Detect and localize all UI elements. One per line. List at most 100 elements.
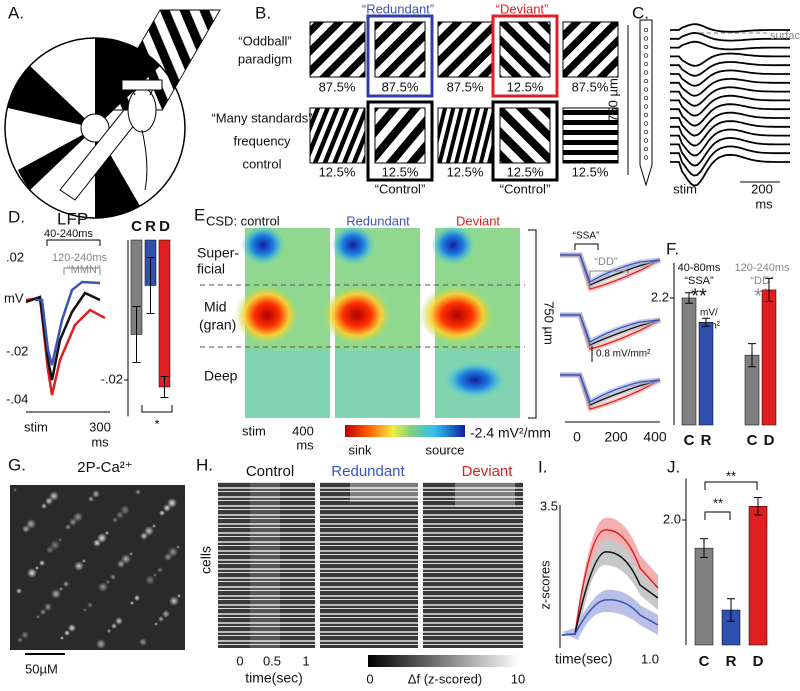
csd-trace bbox=[670, 69, 790, 87]
trace bbox=[560, 374, 661, 406]
y-label: -.02 bbox=[6, 343, 28, 358]
panel-label: C. bbox=[632, 3, 649, 22]
row-label: frequency bbox=[233, 133, 291, 148]
csd-trace bbox=[670, 136, 790, 167]
cell bbox=[144, 526, 154, 536]
cell bbox=[50, 540, 60, 550]
cell bbox=[152, 524, 156, 528]
cell bbox=[158, 616, 164, 622]
cell bbox=[64, 630, 70, 636]
cell bbox=[36, 615, 40, 619]
y-tick-label: -.02 bbox=[101, 371, 123, 386]
window-label: 40-80ms bbox=[678, 262, 721, 274]
cell bbox=[92, 490, 100, 498]
cell bbox=[39, 560, 45, 566]
panel-label: I. bbox=[538, 457, 547, 476]
unit-label: ms bbox=[296, 437, 314, 452]
category-label: C bbox=[131, 218, 142, 235]
csd-map-shade bbox=[335, 350, 420, 418]
csd-trace bbox=[670, 40, 790, 51]
x-tick-label: 1.0 bbox=[641, 651, 659, 666]
electrode bbox=[643, 61, 649, 67]
time-label: 200 bbox=[751, 181, 773, 196]
panel-label: D. bbox=[8, 207, 25, 226]
scale-label: 50µM bbox=[25, 661, 58, 676]
y-label: -.04 bbox=[6, 391, 28, 406]
colorbar-label: Δf (z-scored) bbox=[408, 671, 482, 686]
csd-trace bbox=[670, 111, 790, 137]
cell bbox=[96, 639, 106, 649]
csd-trace bbox=[670, 78, 790, 97]
cell bbox=[145, 575, 155, 585]
electrode bbox=[643, 155, 649, 160]
cell bbox=[157, 567, 163, 573]
cell bbox=[83, 608, 87, 612]
percent-label: 12.5% bbox=[507, 164, 544, 179]
electrode bbox=[643, 129, 649, 135]
trace bbox=[560, 374, 661, 403]
map-title: Redundant bbox=[346, 213, 410, 228]
stim-label: stim bbox=[242, 423, 266, 438]
time-label: 400 bbox=[292, 423, 314, 438]
panel-d: D. LFP 40-240ms 120-240ms “MMN” .02 mV -… bbox=[4, 207, 173, 449]
cell bbox=[35, 566, 39, 570]
csd-trace bbox=[670, 86, 790, 107]
sink-blob bbox=[322, 285, 392, 345]
panel-label: J. bbox=[667, 457, 680, 476]
category-label: D bbox=[159, 218, 170, 235]
colorbar-label: 0 bbox=[366, 671, 373, 686]
electrode bbox=[643, 53, 649, 58]
cell bbox=[176, 545, 180, 549]
bar bbox=[761, 289, 777, 426]
x-tick-label: 200 bbox=[604, 429, 628, 445]
panel-label: E. bbox=[194, 205, 210, 224]
electrode bbox=[643, 138, 649, 143]
electrode bbox=[643, 27, 649, 33]
error-bar bbox=[160, 376, 169, 398]
scale-label: 0.8 mV/mm² bbox=[596, 349, 651, 360]
cell bbox=[177, 594, 181, 598]
category-label: R bbox=[701, 432, 712, 449]
trace bbox=[560, 254, 661, 290]
electrode bbox=[643, 112, 649, 118]
electrode bbox=[643, 44, 649, 50]
cell bbox=[169, 596, 179, 606]
layer-label: (gran) bbox=[199, 317, 236, 333]
layer-label: Super- bbox=[197, 245, 239, 261]
cell bbox=[88, 496, 94, 502]
trace bbox=[560, 254, 661, 286]
x-axis-label: time(sec) bbox=[555, 651, 613, 667]
panel-j: J. ** ** bbox=[667, 457, 758, 520]
image-title: 2P-Ca²⁺ bbox=[77, 459, 132, 476]
electrode bbox=[643, 36, 649, 41]
source-blob bbox=[241, 225, 285, 265]
window-label: 120-240ms bbox=[734, 262, 790, 274]
cell bbox=[68, 624, 76, 632]
csd-trace bbox=[670, 52, 790, 67]
csd-trace bbox=[670, 128, 790, 157]
x-tick-label: 1 bbox=[302, 653, 309, 668]
percent-label: 87.5% bbox=[447, 79, 484, 94]
csd-trace bbox=[670, 120, 790, 147]
depth-label: 750 µm bbox=[542, 301, 557, 345]
percent-label: 12.5% bbox=[572, 164, 609, 179]
category-label: C bbox=[747, 432, 758, 449]
source-label: source bbox=[425, 442, 464, 457]
cell bbox=[60, 636, 64, 640]
error-bar bbox=[132, 306, 141, 363]
category-label: C bbox=[684, 432, 695, 449]
electrode bbox=[643, 70, 649, 75]
unit-label: ms bbox=[91, 434, 109, 449]
sink-blob bbox=[235, 285, 299, 345]
colorbar bbox=[368, 655, 520, 667]
cell bbox=[26, 519, 36, 529]
stim-label: stim bbox=[673, 181, 697, 196]
unit-label: mV/ bbox=[700, 308, 718, 319]
row-label: “Many standards” bbox=[211, 110, 312, 125]
cell bbox=[139, 638, 147, 646]
cell bbox=[134, 595, 140, 601]
significance: * bbox=[154, 416, 159, 431]
csd-trace bbox=[670, 31, 790, 42]
window-label: 120-240ms bbox=[52, 252, 108, 264]
error-bar bbox=[765, 277, 773, 302]
